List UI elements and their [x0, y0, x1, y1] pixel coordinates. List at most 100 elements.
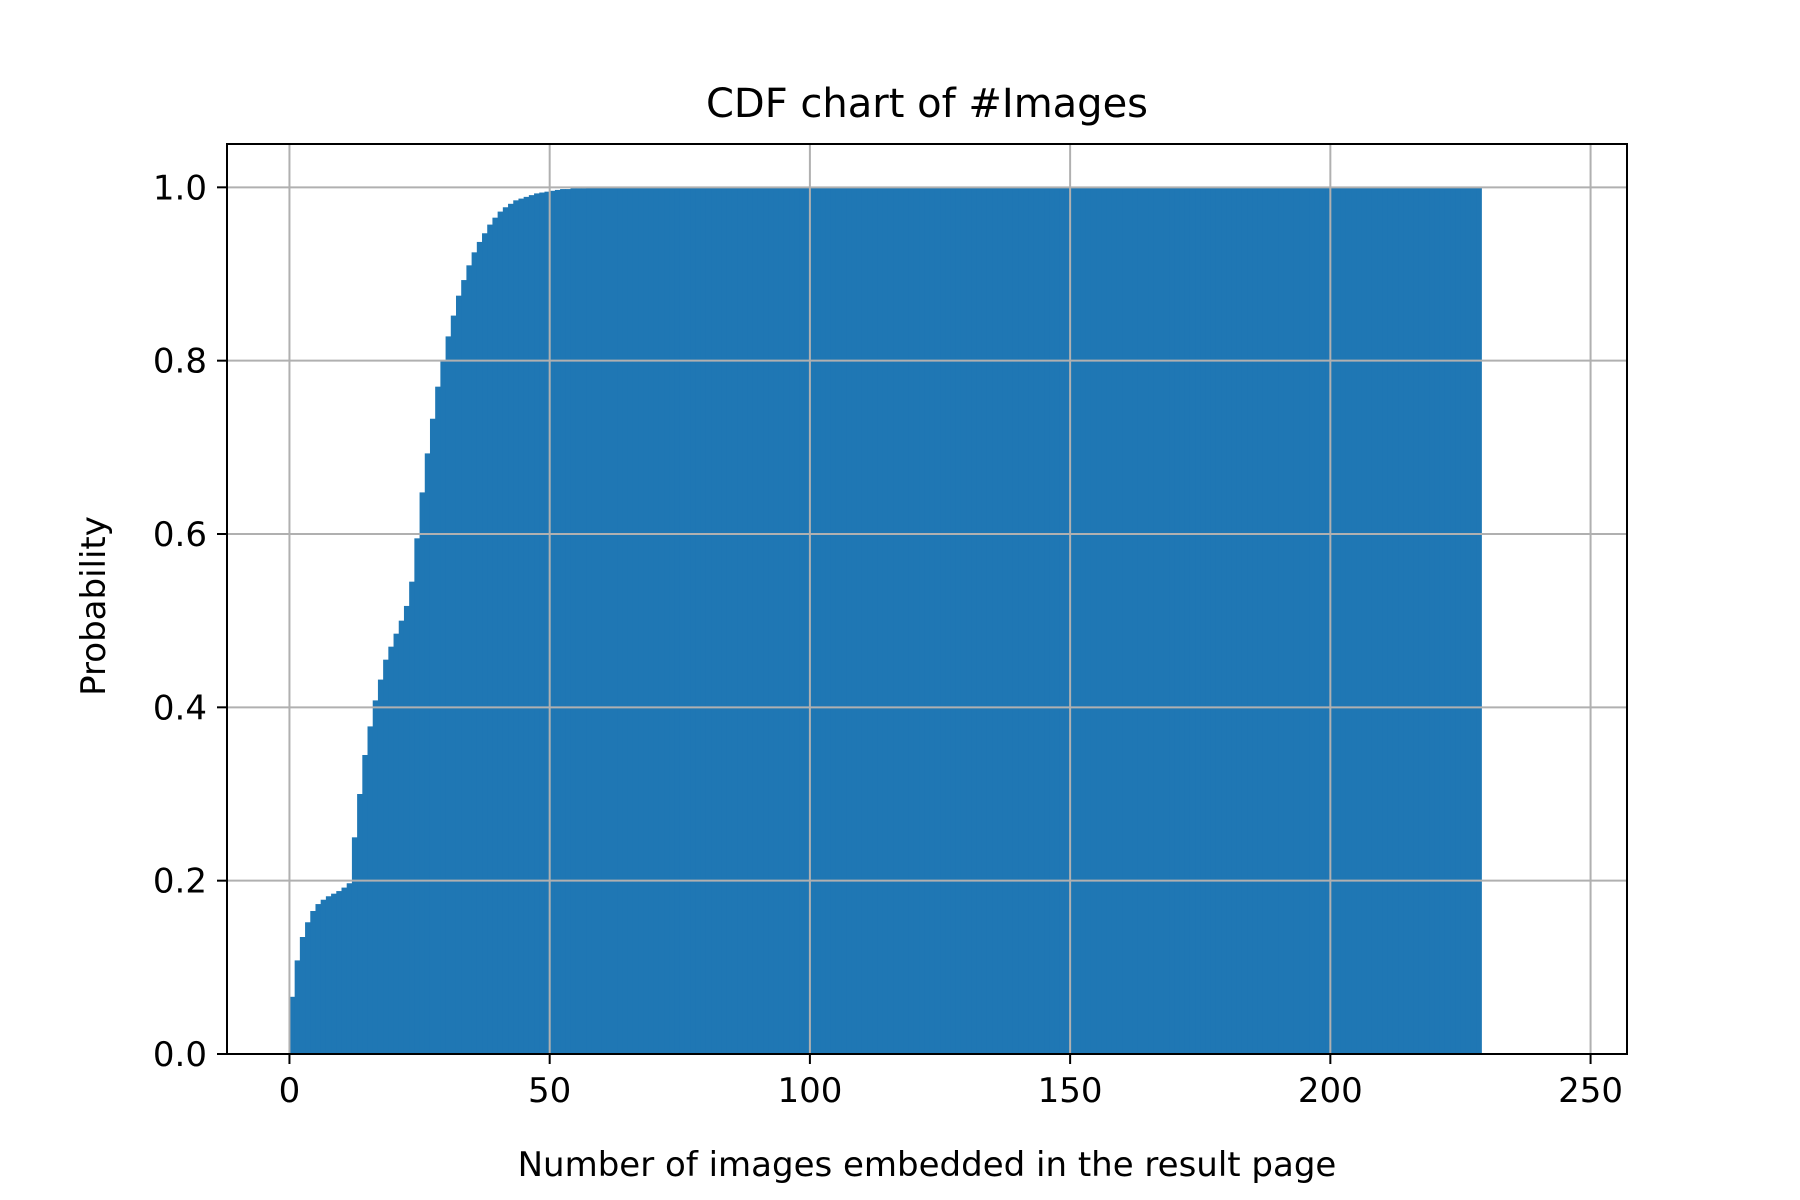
histogram-bar: [325, 896, 332, 1054]
histogram-bar: [580, 188, 587, 1054]
histogram-bar: [1293, 187, 1300, 1055]
histogram-bar: [466, 265, 473, 1054]
histogram-bar: [1205, 187, 1212, 1055]
histogram-bar: [612, 187, 618, 1055]
histogram-bar: [643, 187, 650, 1055]
histogram-bar: [336, 891, 343, 1054]
histogram-bar: [492, 217, 499, 1054]
histogram-bar: [497, 211, 504, 1055]
histogram-bar: [305, 922, 311, 1054]
histogram-bar: [783, 187, 790, 1055]
histogram-bar: [877, 187, 884, 1055]
histogram-bar: [1340, 187, 1347, 1055]
x-tick-label: 250: [1558, 1071, 1623, 1111]
histogram-bar: [534, 193, 540, 1054]
histogram-bar: [435, 386, 441, 1055]
histogram-bar: [1335, 187, 1342, 1055]
histogram-bar: [695, 187, 702, 1055]
histogram-bar: [1132, 187, 1139, 1055]
histogram-bar: [1189, 187, 1196, 1055]
histogram-bar: [310, 911, 317, 1054]
histogram-bar: [700, 187, 707, 1055]
histogram-bar: [1444, 187, 1451, 1055]
histogram-bar: [289, 996, 296, 1054]
histogram-bar: [721, 187, 728, 1055]
histogram-bar: [841, 187, 847, 1055]
histogram-bar: [1455, 187, 1462, 1055]
histogram-bar: [1028, 187, 1035, 1055]
histogram-bar: [664, 187, 670, 1055]
histogram-bar: [1179, 187, 1186, 1055]
histogram-bar: [971, 187, 978, 1055]
histogram-bar: [747, 187, 754, 1055]
histogram-bar: [586, 187, 592, 1055]
histogram-bar: [1434, 187, 1441, 1055]
histogram-bar: [591, 187, 598, 1055]
histogram-bar: [450, 315, 457, 1055]
histogram-bar: [1075, 187, 1082, 1055]
histogram-bar: [1163, 187, 1170, 1055]
histogram-bar: [1059, 187, 1066, 1055]
histogram-bar: [1044, 187, 1050, 1055]
histogram-bar: [1215, 187, 1222, 1055]
y-tick-label: 0.8: [153, 342, 207, 382]
histogram-bar: [1080, 187, 1087, 1055]
histogram-bar: [966, 187, 972, 1055]
histogram-bar: [1345, 187, 1352, 1055]
histogram-bar: [383, 659, 389, 1054]
histogram-bar: [570, 188, 577, 1054]
histogram-bar: [924, 187, 931, 1055]
histogram-bar: [1351, 187, 1357, 1055]
histogram-bar: [1210, 187, 1217, 1055]
histogram-bar: [1330, 187, 1337, 1055]
histogram-bar: [1371, 187, 1378, 1055]
histogram-bar: [981, 187, 988, 1055]
histogram-bar: [1153, 187, 1160, 1055]
histogram-bar: [742, 187, 749, 1055]
histogram-bar: [1460, 187, 1467, 1055]
histogram-bar: [1288, 187, 1295, 1055]
histogram-bar: [1018, 187, 1024, 1055]
histogram-bar: [1148, 187, 1154, 1055]
histogram-bar: [403, 605, 410, 1054]
histogram-bar: [539, 192, 546, 1055]
histogram-bar: [789, 187, 795, 1055]
histogram-bar: [986, 187, 993, 1055]
histogram-bar: [1309, 187, 1316, 1055]
histogram-bar: [331, 893, 337, 1054]
histogram-bar: [737, 187, 743, 1055]
histogram-bar: [1398, 187, 1404, 1055]
x-tick-label: 0: [279, 1071, 301, 1111]
histogram-bar: [419, 492, 426, 1054]
histogram-bar: [1184, 187, 1191, 1055]
histogram-bar: [346, 883, 353, 1054]
histogram-bar: [778, 187, 785, 1055]
histogram-bar: [882, 187, 889, 1055]
histogram-bar: [424, 453, 431, 1054]
histogram-bar: [830, 187, 837, 1055]
histogram-bar: [606, 187, 613, 1055]
histogram-bar: [1158, 187, 1165, 1055]
histogram-bar: [632, 187, 639, 1055]
histogram-bar: [1096, 187, 1102, 1055]
histogram-bar: [429, 418, 436, 1054]
histogram-bar: [409, 581, 415, 1054]
histogram-bar: [1111, 187, 1118, 1055]
histogram-bar: [487, 224, 494, 1055]
histogram-bar: [1366, 187, 1373, 1055]
histogram-bar: [1023, 187, 1030, 1055]
histogram-bar: [903, 187, 910, 1055]
histogram-bar: [1476, 187, 1482, 1055]
histogram-bar: [482, 233, 488, 1054]
histogram-bar: [617, 187, 624, 1055]
histogram-bar: [799, 187, 806, 1055]
x-axis-ticks: 0 50 100 150 200 250: [279, 1054, 1623, 1111]
histogram-bar: [929, 187, 936, 1055]
histogram-bar: [653, 187, 660, 1055]
histogram-bar: [518, 198, 525, 1055]
histogram-bar: [794, 187, 801, 1055]
histogram-bar: [1262, 187, 1269, 1055]
histogram-bar: [315, 904, 322, 1054]
histogram-bar: [372, 700, 379, 1054]
histogram-bar: [674, 187, 681, 1055]
